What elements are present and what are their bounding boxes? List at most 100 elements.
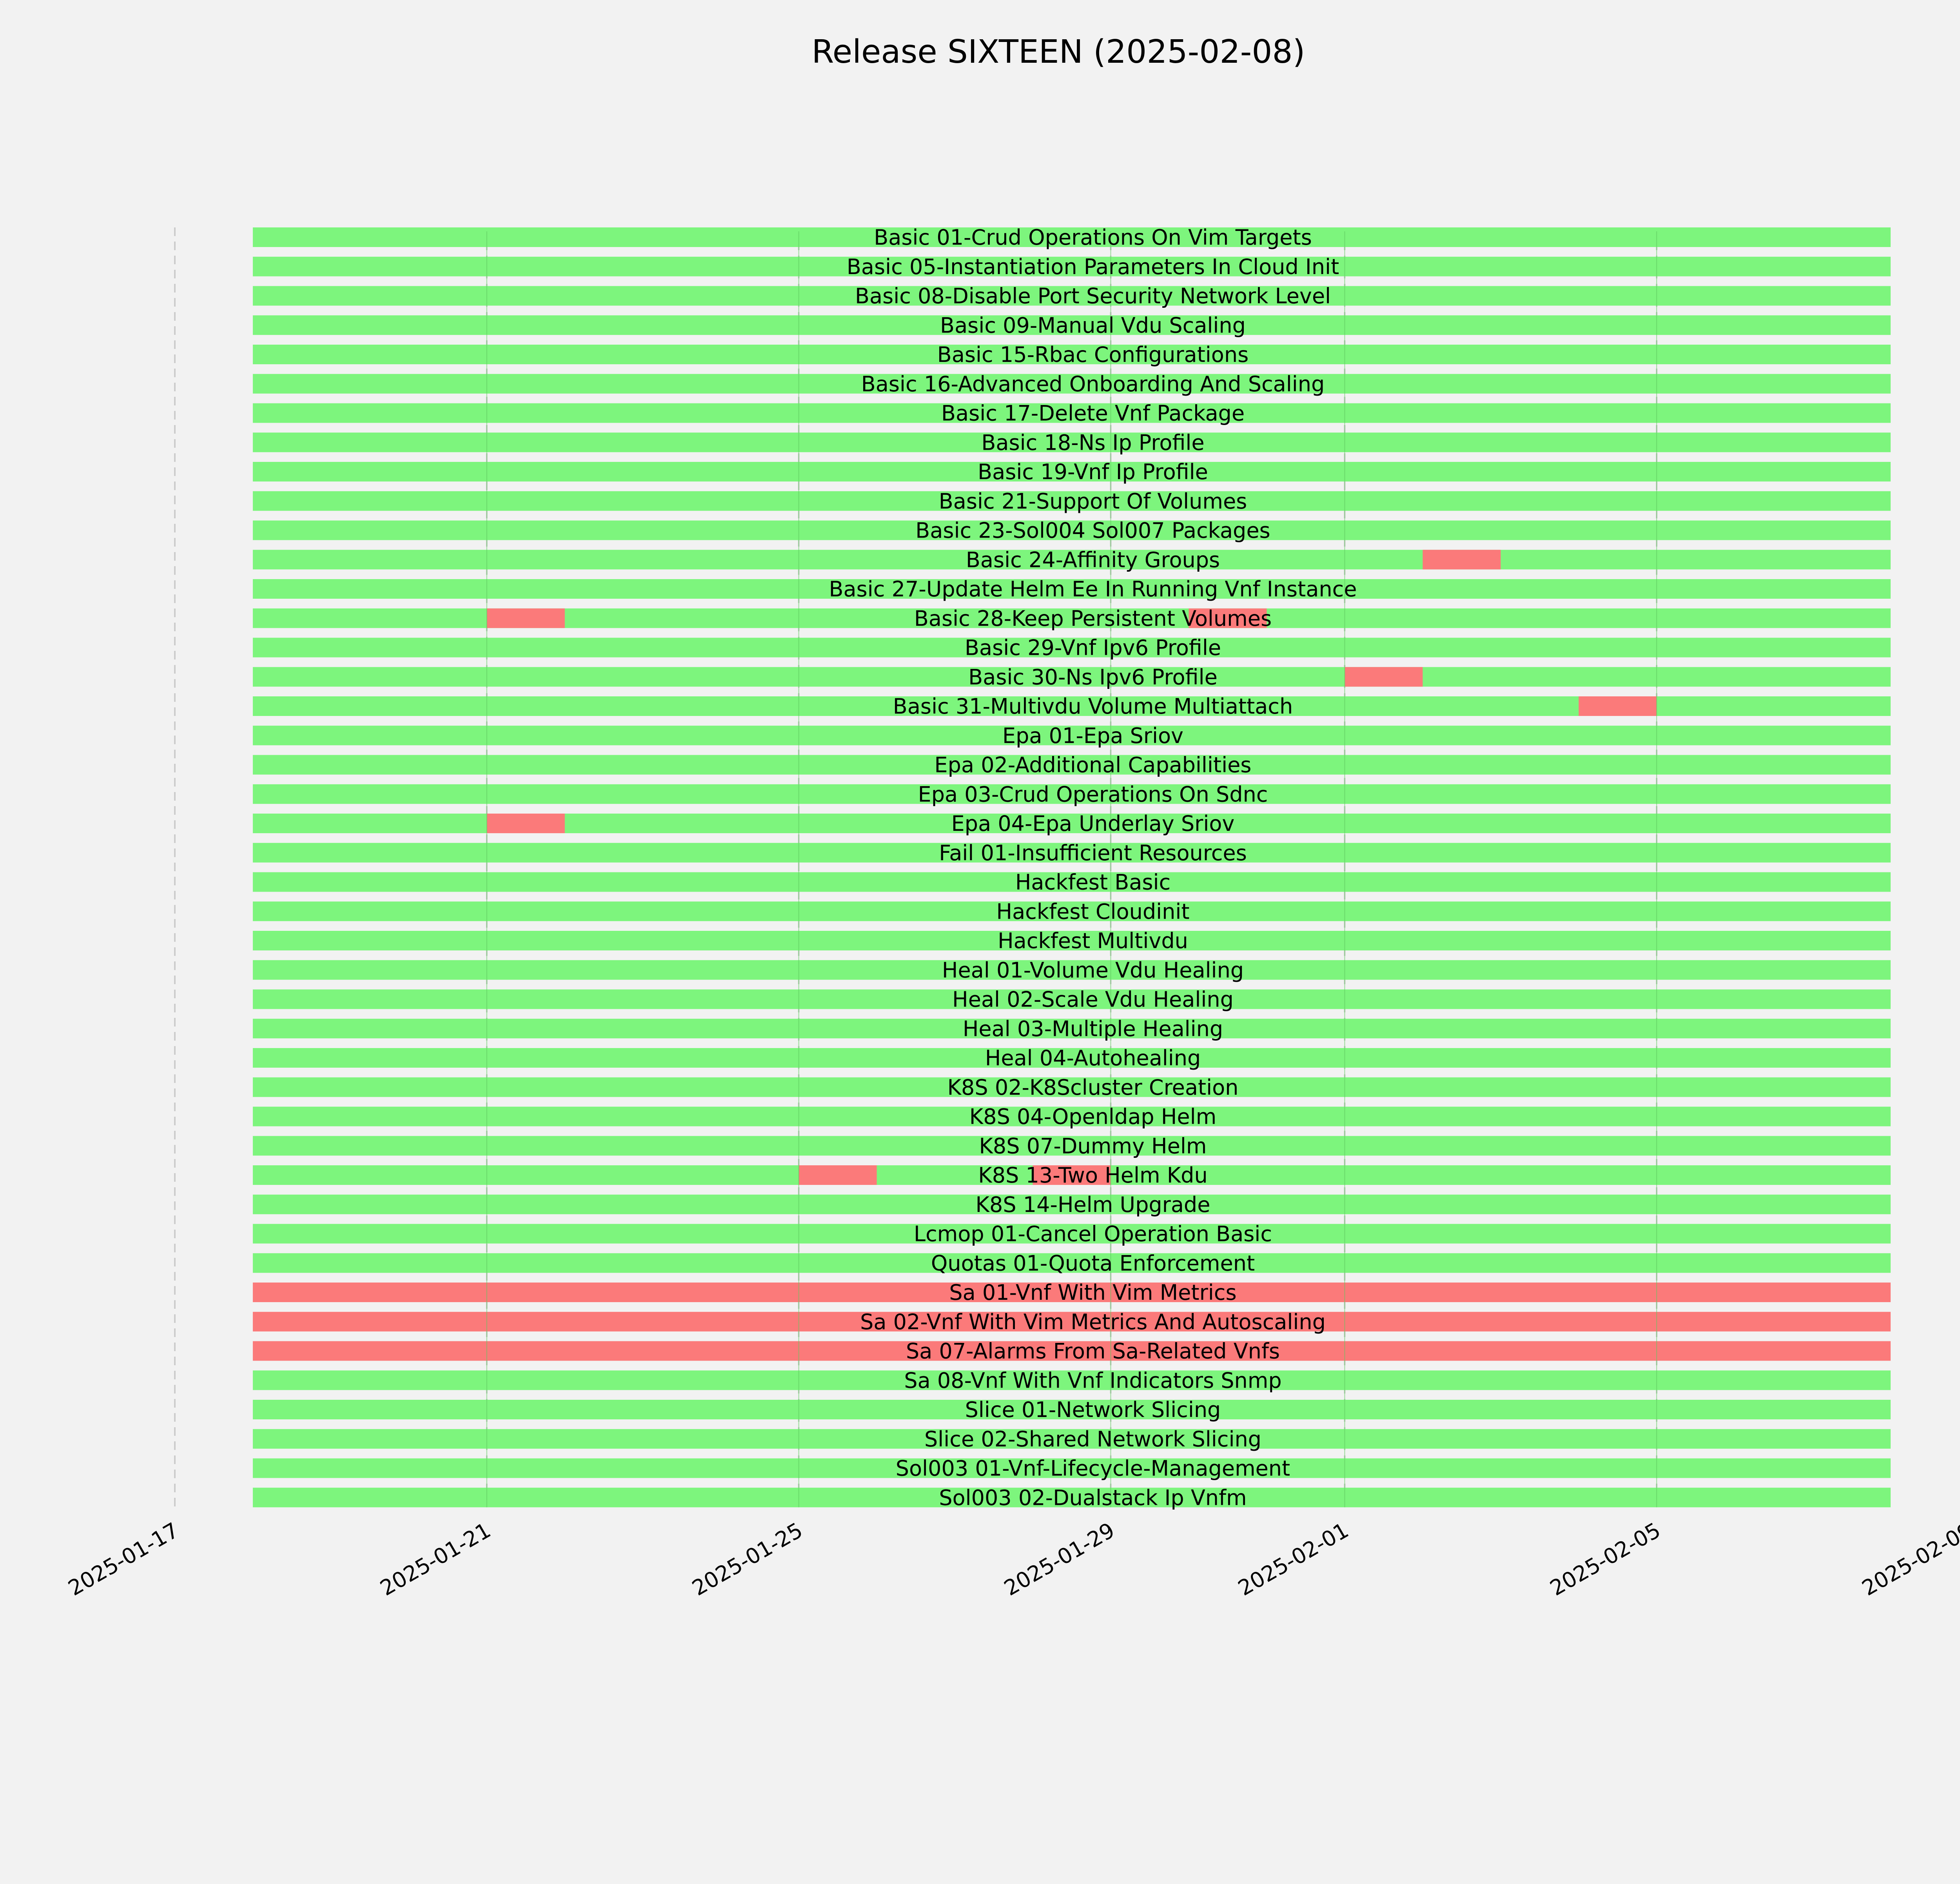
task-label: Basic 21-Support Of Volumes: [939, 489, 1247, 514]
task-bar-pass: [252, 315, 1891, 335]
task-bar-pass: [252, 550, 1891, 570]
task-bar-pass: [252, 491, 1891, 511]
fail-segment: [486, 814, 565, 833]
task-bar-pass: [252, 256, 1891, 276]
fail-segment: [1345, 667, 1423, 687]
task-bar-pass: [252, 1370, 1891, 1390]
task-label: K8S 13-Two Helm Kdu: [978, 1163, 1207, 1188]
task-bar-pass: [252, 227, 1891, 247]
task-bar-pass: [252, 1429, 1891, 1449]
x-tick-label: 2025-02-09: [1858, 1518, 1960, 1601]
task-bar-pass: [252, 286, 1891, 306]
task-bars: [252, 227, 1891, 1508]
x-tick-label: 2025-02-05: [1546, 1518, 1664, 1601]
task-bar-pass: [252, 432, 1891, 452]
x-tick-label: 2025-02-01: [1234, 1518, 1353, 1601]
task-bar-pass: [252, 638, 1891, 658]
fail-segment: [799, 1165, 877, 1185]
task-bar-pass: [252, 931, 1891, 950]
task-label: Basic 27-Update Helm Ee In Running Vnf I…: [829, 577, 1357, 601]
task-label: Basic 23-Sol004 Sol007 Packages: [915, 518, 1270, 543]
task-label: K8S 02-K8Scluster Creation: [947, 1075, 1239, 1100]
x-tick-label: 2025-01-29: [1000, 1518, 1119, 1601]
task-label: Slice 02-Shared Network Slicing: [924, 1427, 1261, 1452]
task-label: Heal 03-Multiple Healing: [963, 1016, 1223, 1041]
task-labels: Basic 01-Crud Operations On Vim Targets B…: [829, 225, 1357, 1510]
task-label: Sol003 02-Dualstack Ip Vnfm: [939, 1485, 1247, 1510]
task-bar-fail: [252, 1341, 1891, 1361]
task-bar-pass: [252, 1136, 1891, 1156]
task-label: Basic 24-Affinity Groups: [966, 547, 1220, 572]
x-tick-label: 2025-01-25: [688, 1518, 807, 1601]
task-bar-fail: [252, 1283, 1891, 1302]
task-bar-pass: [252, 1048, 1891, 1068]
task-bar-pass: [252, 462, 1891, 481]
task-bar-pass: [252, 901, 1891, 921]
task-label: Basic 28-Keep Persistent Volumes: [914, 606, 1272, 631]
task-label: K8S 14-Helm Upgrade: [976, 1192, 1210, 1217]
chart-title: Release SIXTEEN (2025-02-08): [811, 33, 1305, 71]
task-label: Basic 18-Ns Ip Profile: [981, 430, 1204, 455]
task-label: Epa 01-Epa Sriov: [1002, 723, 1183, 748]
task-label: Basic 01-Crud Operations On Vim Targets: [874, 225, 1312, 250]
fail-segment: [1423, 550, 1501, 570]
task-bar-pass: [252, 960, 1891, 980]
task-bar-pass: [252, 1077, 1891, 1097]
task-bar-pass: [252, 345, 1891, 364]
task-bar-pass: [252, 725, 1891, 745]
task-bar-pass: [252, 989, 1891, 1009]
task-label: Basic 19-Vnf Ip Profile: [978, 460, 1208, 484]
task-label: Epa 04-Epa Underlay Sriov: [951, 811, 1235, 836]
task-label: Basic 08-Disable Port Security Network L…: [855, 284, 1331, 309]
task-bar-pass: [252, 520, 1891, 540]
task-bar-pass: [252, 1458, 1891, 1478]
fail-segment: [1033, 1165, 1111, 1185]
task-label: Slice 01-Network Slicing: [965, 1397, 1221, 1422]
task-bar-pass: [252, 1019, 1891, 1039]
task-label: Heal 02-Scale Vdu Healing: [952, 987, 1234, 1012]
task-label: Sa 02-Vnf With Vim Metrics And Autoscali…: [860, 1310, 1326, 1334]
task-bar-pass: [252, 579, 1891, 599]
x-tick-label: 2025-01-17: [64, 1518, 183, 1601]
task-bar-pass: [252, 1106, 1891, 1126]
x-axis-ticks: 2025-01-17 2025-01-21 2025-01-25 2025-01-29…: [64, 1518, 1960, 1601]
task-label: Basic 17-Delete Vnf Package: [941, 401, 1245, 426]
task-label: Basic 09-Manual Vdu Scaling: [940, 313, 1246, 338]
task-label: Lcmop 01-Cancel Operation Basic: [914, 1222, 1272, 1246]
task-label: Sa 07-Alarms From Sa-Related Vnfs: [906, 1339, 1280, 1364]
task-label: Basic 30-Ns Ipv6 Profile: [968, 665, 1218, 689]
task-label: Basic 05-Instantiation Parameters In Clo…: [847, 254, 1339, 279]
task-label: Basic 16-Advanced Onboarding And Scaling: [861, 372, 1325, 396]
task-bar-pass: [252, 872, 1891, 892]
task-label: Sa 01-Vnf With Vim Metrics: [949, 1280, 1236, 1305]
task-label: Epa 03-Crud Operations On Sdnc: [918, 782, 1268, 807]
task-label: Basic 29-Vnf Ipv6 Profile: [965, 636, 1221, 660]
task-label: K8S 04-Openldap Helm: [969, 1105, 1216, 1129]
task-label: Hackfest Basic: [1015, 870, 1171, 895]
task-label: Sol003 01-Vnf-Lifecycle-Management: [896, 1456, 1290, 1481]
task-bar-pass: [252, 667, 1891, 687]
task-label: K8S 07-Dummy Helm: [979, 1134, 1207, 1158]
task-bar-pass: [252, 784, 1891, 804]
task-bar-pass: [252, 1400, 1891, 1419]
fail-segment: [486, 608, 565, 628]
task-label: Hackfest Cloudinit: [996, 899, 1189, 924]
task-label: Heal 04-Autohealing: [985, 1046, 1201, 1070]
task-bar-pass: [252, 1224, 1891, 1244]
task-label: Epa 02-Additional Capabilities: [935, 753, 1252, 778]
task-bar-pass: [252, 403, 1891, 423]
task-label: Quotas 01-Quota Enforcement: [931, 1251, 1255, 1275]
task-label: Heal 01-Volume Vdu Healing: [942, 958, 1244, 983]
x-tick-label: 2025-01-21: [376, 1518, 495, 1601]
fail-segment: [1189, 608, 1267, 628]
task-bar-pass: [252, 374, 1891, 394]
task-label: Basic 31-Multivdu Volume Multiattach: [893, 694, 1293, 719]
task-label: Fail 01-Insufficient Resources: [939, 841, 1247, 865]
task-label: Hackfest Multivdu: [998, 928, 1188, 953]
task-bar-pass: [252, 1194, 1891, 1214]
fail-segment: [1579, 696, 1657, 716]
task-bar-pass: [252, 843, 1891, 863]
task-bar-pass: [252, 755, 1891, 775]
